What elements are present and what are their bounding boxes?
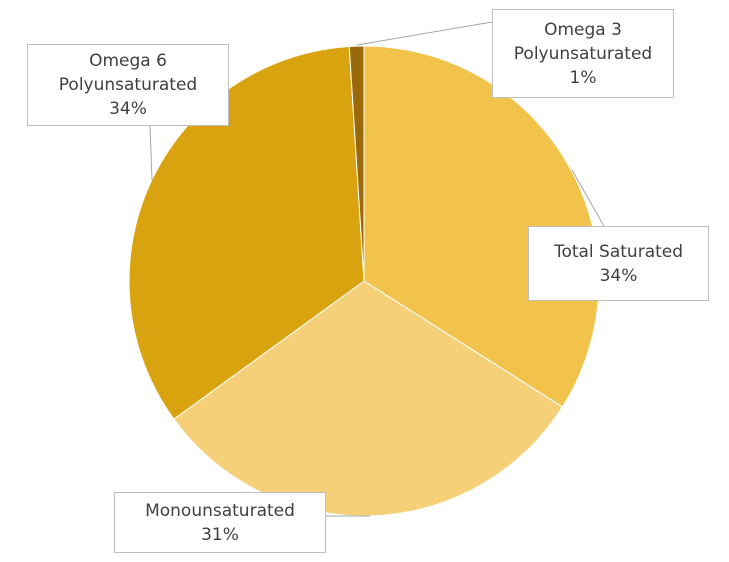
data-label-monounsaturated: Monounsaturated 31% [114,492,326,553]
data-label-total-saturated: Total Saturated 34% [528,226,709,301]
pie-slice-1 [173,280,564,517]
pie-slice-3 [348,45,365,282]
leader-line-3 [356,21,493,46]
leader-line-2 [149,125,153,181]
data-label-omega-6: Omega 6 Polyunsaturated 34% [27,44,229,126]
label-name: Total Saturated [553,241,684,262]
label-name: Polyunsaturated [513,43,653,64]
pie-slice-2 [128,45,365,420]
label-value: 34% [109,99,147,119]
label-value: 34% [599,265,638,286]
label-name: Omega 3 [544,19,622,40]
label-name: Monounsaturated [145,500,295,521]
leader-line-0 [571,169,605,227]
label-name: Polyunsaturated [58,75,198,95]
label-value: 1% [569,67,597,88]
data-label-omega-3: Omega 3 Polyunsaturated 1% [492,9,674,98]
label-name: Omega 6 [89,51,167,71]
pie-slice-0 [363,45,600,408]
label-value: 31% [201,524,239,545]
